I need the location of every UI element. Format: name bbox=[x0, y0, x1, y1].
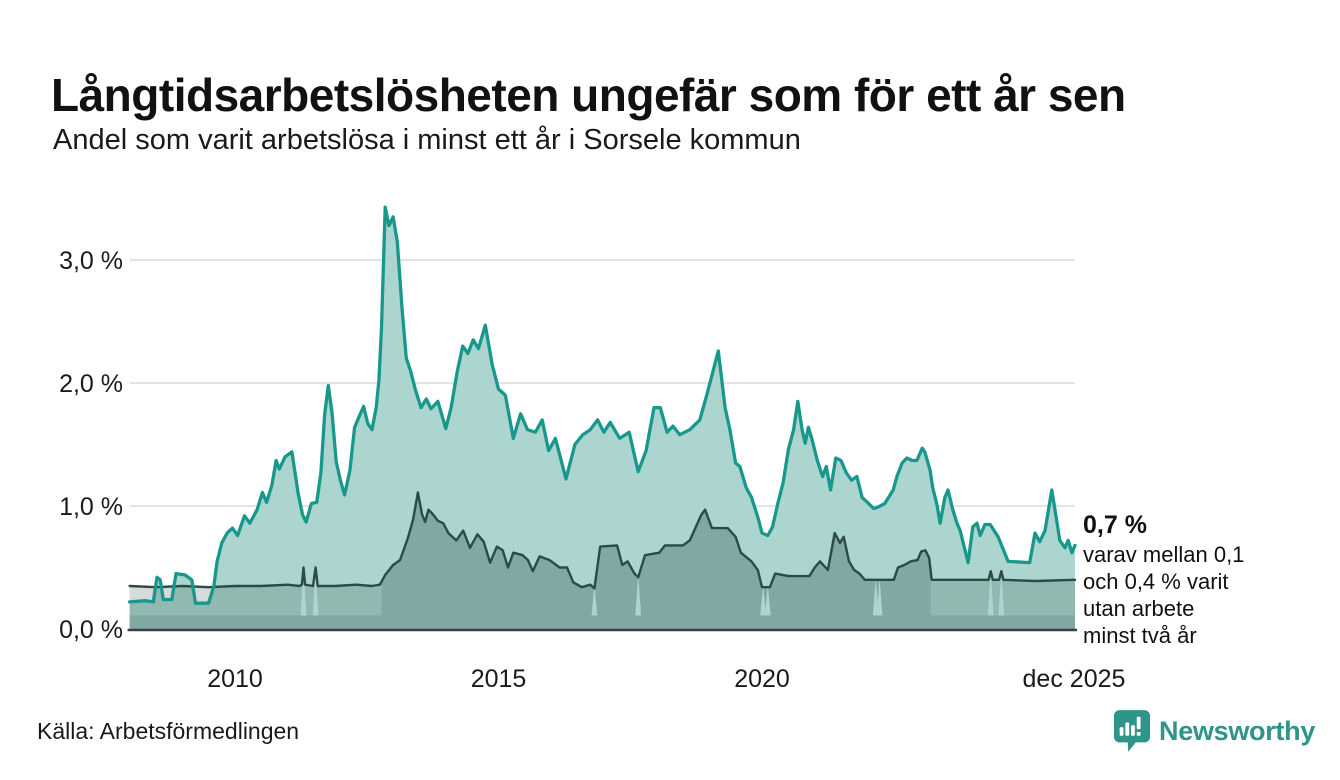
band-two-year-interval bbox=[129, 567, 382, 616]
chart-subtitle: Andel som varit arbetslösa i minst ett å… bbox=[53, 124, 801, 156]
band-gap-notch bbox=[872, 577, 879, 616]
band-lower-strip bbox=[930, 615, 1076, 629]
line-one-year bbox=[127, 205, 1077, 605]
x-tick-label: 2015 bbox=[471, 665, 527, 693]
annotation-line: minst två år bbox=[1083, 623, 1197, 648]
area-two-year-exact bbox=[381, 492, 931, 629]
band-lower-strip bbox=[129, 615, 382, 629]
band-gap-notch bbox=[998, 571, 1005, 616]
x-tick-label: 2020 bbox=[734, 665, 790, 693]
area-one-year bbox=[129, 207, 1076, 629]
newsworthy-logo: Newsworthy bbox=[1113, 709, 1315, 753]
band-gap-notch bbox=[312, 566, 319, 616]
band-gap-notch bbox=[300, 566, 307, 616]
source-note: Källa: Arbetsförmedlingen bbox=[37, 718, 300, 744]
band-gap-notch bbox=[591, 585, 598, 616]
end-value-label: 0,7 % bbox=[1083, 511, 1147, 539]
y-tick-label: 1,0 % bbox=[59, 493, 123, 521]
page-title: Långtidsarbetslösheten ungefär som för e… bbox=[51, 68, 1126, 121]
brand-name: Newsworthy bbox=[1159, 715, 1316, 746]
band-gap-notch bbox=[876, 577, 883, 616]
x-tick-label: dec 2025 bbox=[1023, 665, 1126, 693]
band-gap-notch bbox=[635, 573, 642, 616]
end-value-annotation: 0,7 % varav mellan 0,1 och 0,4 % varit u… bbox=[1083, 511, 1313, 649]
annotation-line: varav mellan 0,1 bbox=[1083, 542, 1245, 567]
newsworthy-logo-icon bbox=[1113, 710, 1151, 752]
line-two-year bbox=[128, 491, 1077, 590]
band-gap-notch bbox=[764, 585, 771, 616]
x-tick-label: 2010 bbox=[207, 665, 263, 693]
y-tick-label: 2,0 % bbox=[59, 370, 123, 398]
logo-bar-chart-icon bbox=[1119, 716, 1141, 736]
y-tick-label: 3,0 % bbox=[59, 247, 123, 275]
band-gap-notch bbox=[987, 571, 994, 616]
annotation-line: och 0,4 % varit bbox=[1083, 569, 1229, 594]
band-gap-notch bbox=[760, 585, 766, 616]
y-tick-label: 0,0 % bbox=[59, 616, 123, 644]
annotation-line: utan arbete bbox=[1083, 596, 1195, 621]
